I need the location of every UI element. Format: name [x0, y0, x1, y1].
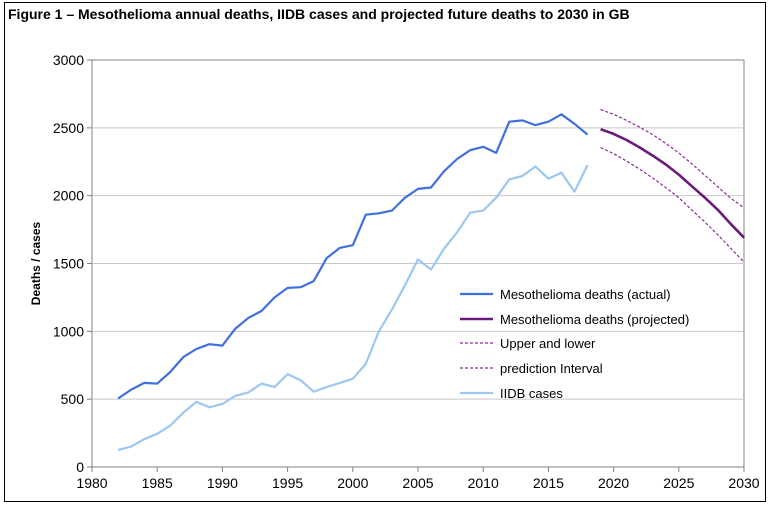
x-tick-label: 2020: [598, 475, 629, 491]
legend-label-0: Mesothelioma deaths (actual): [500, 287, 671, 302]
x-tick-label: 1980: [76, 475, 107, 491]
y-tick-label: 1500: [53, 256, 84, 272]
x-tick-label: 2010: [468, 475, 499, 491]
legend-label-3: prediction Interval: [500, 361, 603, 376]
x-tick-label: 2025: [663, 475, 694, 491]
series-line-3: [600, 146, 745, 263]
series-line-2: [600, 108, 745, 209]
y-tick-label: 2500: [53, 120, 84, 136]
x-tick-label: 1995: [272, 475, 303, 491]
chart-frame: [4, 2, 766, 502]
y-tick-label: 2000: [53, 188, 84, 204]
x-tick-label: 1985: [142, 475, 173, 491]
y-tick-label: 3000: [53, 52, 84, 68]
legend-label-1: Mesothelioma deaths (projected): [500, 312, 689, 327]
y-tick-label: 0: [76, 459, 84, 475]
legend-label-4: IIDB cases: [500, 386, 563, 401]
x-tick-label: 2015: [533, 475, 564, 491]
legend-label-2: Upper and lower: [500, 336, 596, 351]
y-tick-label: 1000: [53, 323, 84, 339]
x-tick-label: 2030: [728, 475, 759, 491]
x-tick-label: 1990: [207, 475, 238, 491]
chart-title: Figure 1 – Mesothelioma annual deaths, I…: [8, 6, 630, 22]
x-tick-label: 2005: [402, 475, 433, 491]
series-line-4: [117, 164, 589, 452]
series-line-0: [117, 113, 589, 400]
y-axis-title: Deaths / cases: [29, 221, 43, 305]
x-tick-label: 2000: [337, 475, 368, 491]
y-tick-label: 500: [61, 391, 85, 407]
series-line-1: [600, 127, 745, 239]
